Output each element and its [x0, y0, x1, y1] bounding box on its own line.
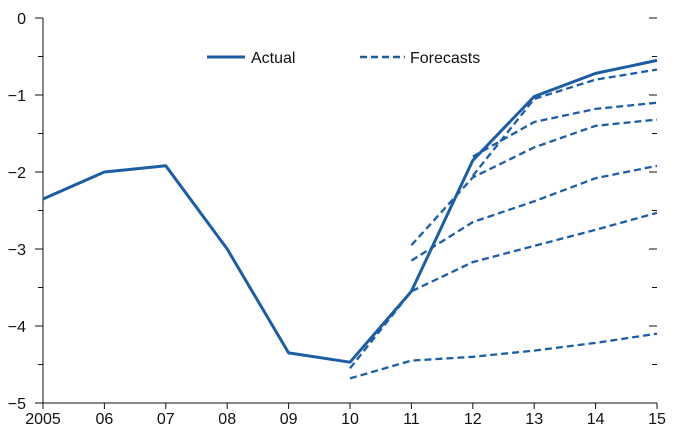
- forecast-line: [472, 101, 658, 158]
- x-tick-label: 2005: [25, 411, 61, 428]
- x-tick-label: 06: [96, 411, 114, 428]
- x-tick-label: 08: [218, 411, 236, 428]
- x-tick-label: 13: [525, 411, 543, 428]
- y-tick-label: 0: [17, 11, 26, 28]
- actual-line: [42, 58, 658, 364]
- x-tick-label: 09: [280, 411, 298, 428]
- x-tick-label: 07: [157, 411, 175, 428]
- legend: Actual Forecasts: [207, 50, 480, 67]
- y-tick-label: −3: [8, 242, 26, 259]
- y-tick-label: −2: [8, 165, 26, 182]
- forecast-line: [349, 332, 658, 380]
- forecast-line: [410, 164, 658, 262]
- legend-forecast-label: Forecasts: [410, 50, 480, 67]
- x-tick-label: 14: [587, 411, 605, 428]
- x-tick-label: 10: [341, 411, 359, 428]
- x-tick-label: 15: [648, 411, 666, 428]
- y-tick-label: −4: [8, 319, 26, 336]
- y-tick-label: −5: [8, 396, 26, 413]
- forecast-line: [349, 211, 658, 370]
- y-tick-label: −1: [8, 88, 26, 105]
- forecast-line: [471, 68, 658, 177]
- legend-actual-label: Actual: [251, 50, 295, 67]
- x-tick-label: 12: [464, 411, 482, 428]
- x-tick-label: 11: [403, 411, 420, 428]
- forecast-line: [410, 118, 658, 246]
- series-layer: [42, 58, 658, 380]
